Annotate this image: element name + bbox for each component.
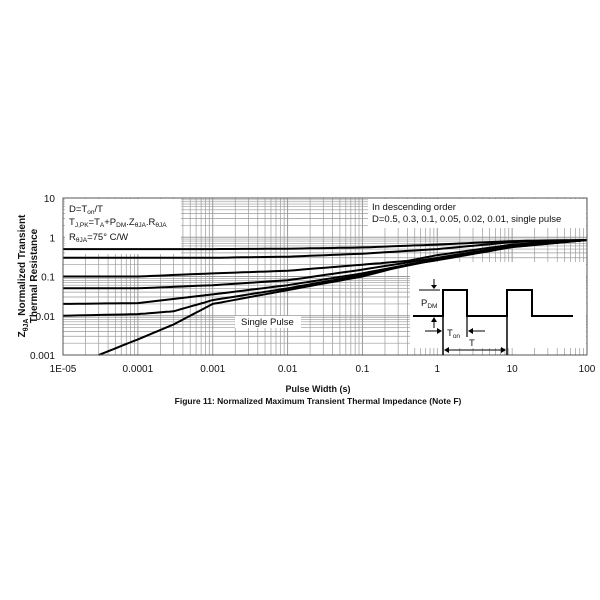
order-line-1: In descending order xyxy=(372,202,456,213)
inset-grid xyxy=(414,348,584,355)
curves xyxy=(62,239,588,356)
x-tick-label: 10 xyxy=(507,364,519,375)
x-tick-label: 0.0001 xyxy=(123,364,154,375)
ton-label: Ton xyxy=(447,328,460,340)
x-tick-label: 1 xyxy=(435,364,441,375)
series-line-0.3 xyxy=(63,239,588,259)
x-tick-label: 0.01 xyxy=(278,364,298,375)
y-tick-label: 0.001 xyxy=(30,351,55,362)
x-axis-label: Pulse Width (s) xyxy=(286,384,351,394)
x-tick-label: 1E-05 xyxy=(50,364,77,375)
chart-title: Figure 11: Normalized Maximum Transient … xyxy=(175,396,462,406)
series-line-0.1 xyxy=(63,239,588,278)
order-box xyxy=(368,199,586,228)
series-line-single-pulse xyxy=(98,239,588,356)
x-tick-label: 100 xyxy=(579,364,596,375)
series-line-0.5 xyxy=(63,239,588,251)
pdm-label: PDM xyxy=(421,298,437,310)
y-tick-label: 0.01 xyxy=(36,312,56,323)
x-tick-label: 0.001 xyxy=(200,364,225,375)
single-pulse-label-bg xyxy=(235,316,301,328)
tj-formula: TJ,PK=TA+PDM.ZθJA.RθJA xyxy=(69,217,167,229)
rth-value: RθJA=75° C/W xyxy=(69,232,128,244)
period-label: T xyxy=(469,338,475,349)
single-pulse-label: Single Pulse xyxy=(241,317,294,328)
x-tick-label: 0.1 xyxy=(355,364,369,375)
pulse-diagram xyxy=(413,279,573,355)
order-line-2: D=0.5, 0.3, 0.1, 0.05, 0.02, 0.01, singl… xyxy=(372,214,561,225)
pulse-diagram-bg xyxy=(410,262,586,354)
y-tick-label: 10 xyxy=(44,194,56,205)
formula-box xyxy=(65,199,181,254)
tick-labels: 1E-05 0.0001 0.001 0.01 0.1 1 10 100 10 1 0.1 0.01 0… xyxy=(30,194,596,375)
y-axis-label-line2: Thermal Resistance xyxy=(29,228,40,323)
y-tick-label: 1 xyxy=(49,233,55,244)
y-tick-label: 0.1 xyxy=(41,273,55,284)
duty-formula: D=Ton/T xyxy=(69,204,103,216)
y-axis-label-line1: ZθJA Normalized Transient xyxy=(17,214,30,337)
plot-frame xyxy=(62,197,588,356)
